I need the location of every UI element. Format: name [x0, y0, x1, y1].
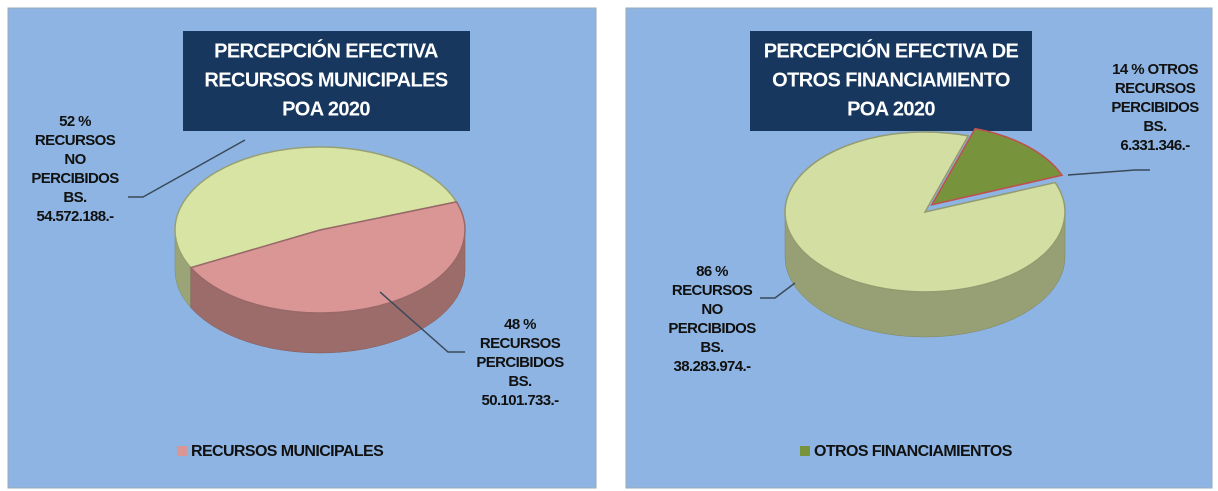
leader-line — [379, 291, 465, 353]
label-line: PERCIBIDOS — [476, 354, 564, 371]
data-label: 14 % OTROS — [1112, 61, 1198, 78]
label-line: RECURSOS — [1115, 80, 1196, 97]
label-line: BS. — [508, 373, 532, 390]
label-line: 6.331.346.- — [1120, 137, 1190, 154]
leader-line — [760, 282, 796, 299]
label-line: 54.572.188.- — [36, 208, 114, 225]
chart-title: PERCEPCIÓN EFECTIVA DE — [764, 38, 1019, 62]
label-line: 38.283.974.- — [673, 358, 751, 375]
chart-title: POA 2020 — [282, 98, 370, 120]
chart-title: PERCEPCIÓN EFECTIVA — [214, 38, 438, 62]
label-line: OTROS — [1148, 61, 1199, 78]
label-line: NO — [701, 301, 723, 318]
legend-swatch — [177, 446, 187, 456]
chart-title: OTROS FINANCIAMIENTO — [772, 69, 1010, 91]
value-label: 52 % — [59, 113, 91, 130]
legend-swatch — [800, 446, 810, 456]
label-line: PERCIBIDOS — [668, 320, 756, 337]
title-box — [750, 31, 1032, 131]
label-line: BS. — [63, 189, 87, 206]
value-label: 48 % — [504, 316, 536, 333]
label-line: RECURSOS — [672, 282, 753, 299]
label-line: 50.101.733.- — [481, 392, 559, 409]
pie-slice — [784, 131, 1066, 293]
label-line: BS. — [700, 339, 724, 356]
label-line: BS. — [1143, 118, 1167, 135]
legend-label: RECURSOS MUNICIPALES — [191, 443, 384, 460]
label-line: NO — [64, 151, 86, 168]
chart-title: RECURSOS MUNICIPALES — [204, 69, 447, 91]
chart-title: POA 2020 — [847, 98, 935, 120]
label-line: PERCIBIDOS — [1111, 99, 1199, 116]
value-label: 14 % — [1112, 61, 1144, 78]
leader-line — [128, 139, 246, 198]
legend-label: OTROS FINANCIAMIENTOS — [814, 443, 1013, 460]
label-line: RECURSOS — [35, 132, 116, 149]
label-line: RECURSOS — [480, 335, 561, 352]
pie-slice — [189, 201, 466, 314]
leader-line — [1067, 169, 1150, 176]
title-box — [183, 31, 470, 131]
pie-slice — [174, 146, 458, 269]
value-label: 86 % — [696, 263, 728, 280]
pie-slice — [930, 127, 1064, 206]
label-line: PERCIBIDOS — [31, 170, 119, 187]
